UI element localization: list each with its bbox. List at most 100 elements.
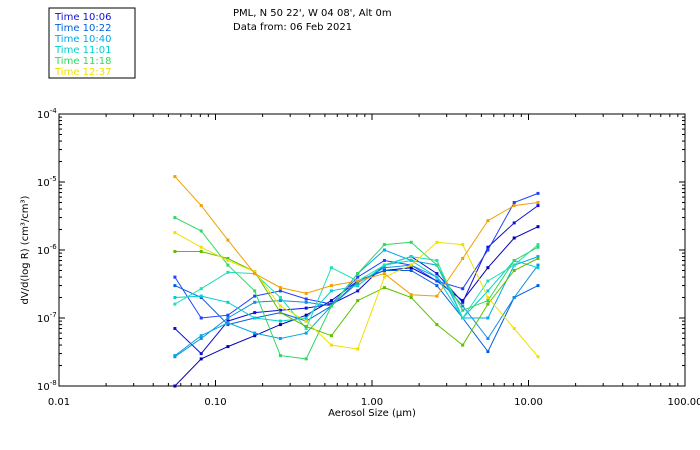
data-point — [512, 327, 516, 330]
data-point — [536, 263, 540, 267]
data-point — [356, 299, 360, 303]
data-point — [199, 287, 203, 291]
x-axis-label: Aerosol Size (µm) — [328, 408, 416, 419]
data-point — [173, 302, 177, 306]
data-point — [278, 337, 282, 340]
data-point — [461, 304, 465, 308]
series-line — [173, 191, 540, 320]
data-point — [173, 231, 177, 235]
data-point — [486, 299, 490, 303]
data-point — [304, 325, 308, 328]
data-point — [304, 313, 308, 317]
data-point — [226, 316, 230, 320]
data-point — [199, 357, 203, 361]
data-point — [278, 319, 282, 323]
data-point — [278, 286, 282, 290]
data-point — [226, 257, 230, 260]
data-point — [536, 225, 540, 229]
data-point — [199, 337, 203, 340]
data-point — [409, 255, 413, 259]
x-tick-label: 1.00 — [361, 397, 383, 408]
data-point — [356, 281, 360, 285]
data-point — [226, 263, 230, 267]
data-point — [226, 270, 230, 274]
data-point — [409, 259, 413, 262]
data-point — [253, 334, 257, 338]
data-point — [486, 245, 490, 249]
data-point — [536, 191, 540, 195]
data-point — [304, 331, 308, 335]
data-point — [409, 293, 413, 297]
y-tick-label: 10-8 — [37, 379, 57, 393]
legend-entry: Time 10:22 — [54, 23, 111, 34]
series-line — [173, 231, 540, 359]
data-point — [226, 238, 230, 242]
data-point — [329, 299, 333, 303]
data-point — [512, 204, 516, 208]
series-layer — [173, 175, 540, 388]
data-point — [409, 296, 413, 299]
data-point — [304, 297, 308, 301]
x-tick-label: 10.00 — [514, 397, 543, 408]
data-point — [536, 266, 540, 270]
data-point — [512, 269, 516, 272]
data-point — [329, 289, 333, 293]
data-point — [329, 304, 333, 308]
data-point — [435, 275, 439, 279]
data-point — [356, 284, 360, 288]
data-point — [226, 259, 230, 262]
data-point — [199, 316, 203, 320]
data-point — [304, 291, 308, 295]
legend-entry: Time 10:06 — [54, 12, 111, 23]
y-axis-label: dV/d(log R) (cm³/cm³) — [20, 195, 31, 304]
y-tick-label: 10-7 — [37, 311, 57, 325]
data-point — [382, 248, 386, 252]
data-point — [278, 354, 282, 358]
data-point — [536, 201, 540, 204]
data-point — [461, 287, 465, 291]
data-point — [253, 331, 257, 335]
data-point — [356, 289, 360, 293]
data-point — [173, 275, 177, 279]
data-point — [329, 266, 333, 270]
data-point — [512, 263, 516, 267]
legend-entry: Time 10:40 — [54, 34, 111, 45]
data-point — [199, 245, 203, 249]
data-point — [199, 352, 203, 356]
data-point — [536, 245, 540, 249]
legend-entry: Time 11:18 — [54, 56, 111, 67]
data-point — [278, 308, 282, 312]
data-point — [253, 272, 257, 276]
data-point — [461, 343, 465, 347]
data-point — [356, 272, 360, 276]
x-tick-label: 0.10 — [204, 397, 226, 408]
data-point — [199, 229, 203, 233]
data-point — [226, 319, 230, 323]
data-point — [536, 284, 540, 288]
data-point — [486, 337, 490, 340]
data-point — [199, 294, 203, 298]
legend-entry: Time 12:37 — [54, 67, 111, 78]
data-point — [253, 270, 257, 274]
data-point — [512, 236, 516, 240]
data-point — [278, 299, 282, 303]
y-tick-label: 10-6 — [37, 243, 57, 257]
data-point — [226, 321, 230, 325]
data-point — [512, 296, 516, 299]
data-point — [382, 266, 386, 270]
data-point — [173, 384, 177, 388]
data-point — [435, 279, 439, 283]
data-point — [536, 243, 540, 247]
data-point — [486, 248, 490, 252]
data-point — [329, 334, 333, 338]
data-point — [409, 263, 413, 267]
data-point — [173, 327, 177, 330]
data-point — [253, 294, 257, 298]
data-point — [435, 323, 439, 327]
data-point — [536, 255, 540, 259]
data-point — [356, 279, 360, 283]
data-point — [304, 300, 308, 304]
data-point — [304, 319, 308, 323]
data-point — [199, 250, 203, 253]
data-point — [461, 300, 465, 304]
